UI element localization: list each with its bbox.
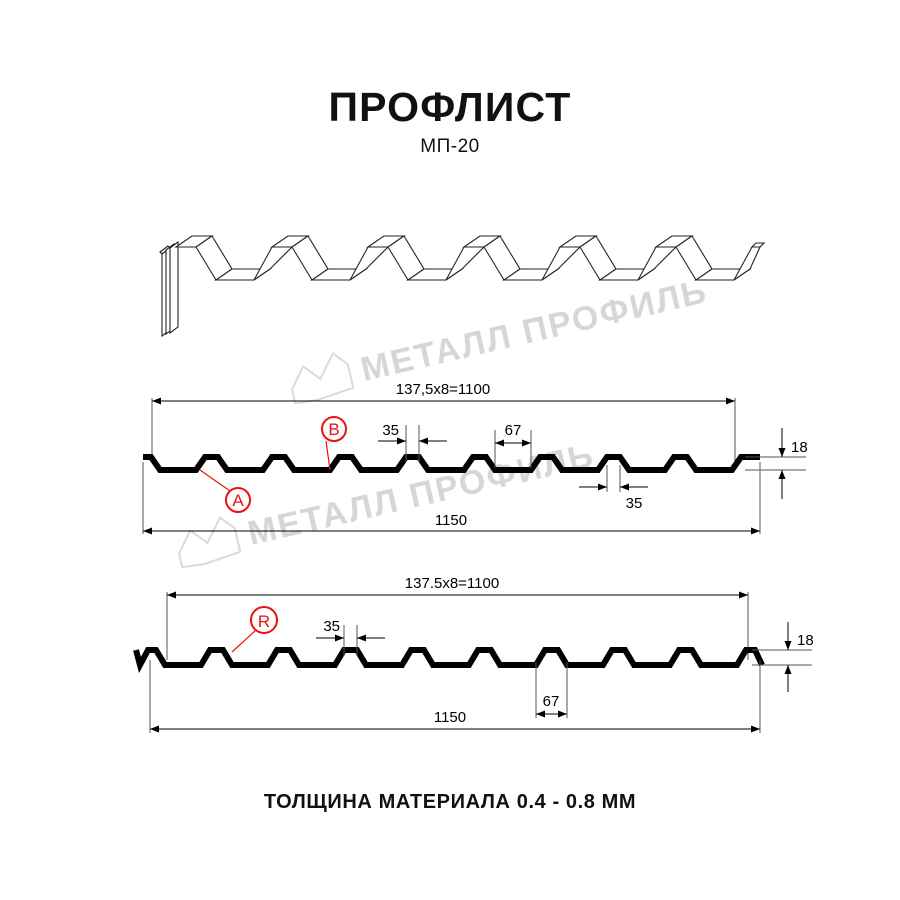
dim-18-bottom: 18 (752, 622, 814, 692)
profile-outline-top (143, 454, 760, 473)
material-thickness-note: ТОЛЩИНА МАТЕРИАЛА 0.4 - 0.8 ММ (263, 791, 637, 813)
dim-35-top-right: 35 (579, 465, 648, 512)
watermark-text: МЕТАЛЛ ПРОФИЛЬ (244, 436, 598, 553)
profile-outline-bottom (133, 647, 765, 674)
dim-overall-1150-top: 1150 (142, 462, 761, 535)
dim-overall-1100-bottom: 137.5x8=1100 (166, 575, 749, 660)
dim-35-top-left: 35 (378, 422, 447, 462)
callout-r-label: R (258, 612, 270, 631)
dim-label-overall-bottom-top-view: 1150 (435, 512, 467, 529)
dim-18-top: 18 (745, 428, 808, 499)
page-title: ПРОФЛИСТ (328, 84, 572, 130)
dim-label-35-top-right: 35 (626, 495, 643, 512)
dim-35-bottom: 35 (316, 618, 385, 656)
dim-label-overall-top: 137,5x8=1100 (396, 381, 490, 398)
page-subtitle: МП-20 (420, 136, 480, 157)
dim-67-top: 67 (494, 422, 532, 468)
watermark-text: МЕТАЛЛ ПРОФИЛЬ (357, 272, 711, 389)
top-cross-section: 137,5x8=1100 35 67 (142, 381, 808, 535)
bottom-cross-section: 137.5x8=1100 35 67 (133, 575, 814, 733)
isometric-profile-view (159, 235, 766, 338)
callout-a-label: A (232, 491, 244, 510)
dim-overall-1150-bottom: 1150 (149, 660, 761, 733)
dim-label-35-bottom: 35 (323, 618, 340, 635)
dim-label-overall-bottom-bottom-view: 1150 (434, 709, 466, 726)
callout-b-label: B (328, 420, 339, 439)
dim-label-67-bottom: 67 (543, 693, 560, 710)
dim-label-overall-top-bottom-view: 137.5x8=1100 (405, 575, 499, 592)
dim-67-bottom: 67 (535, 662, 568, 718)
callout-r: R (231, 606, 278, 653)
callout-b: B (321, 416, 347, 471)
callout-a: A (199, 469, 251, 513)
dim-label-18-bottom: 18 (797, 632, 814, 649)
dim-overall-1100-top: 137,5x8=1100 (151, 381, 736, 462)
dim-label-67-top: 67 (505, 422, 522, 439)
dim-label-35-top-left: 35 (382, 422, 399, 439)
dim-label-18-top: 18 (791, 439, 808, 456)
